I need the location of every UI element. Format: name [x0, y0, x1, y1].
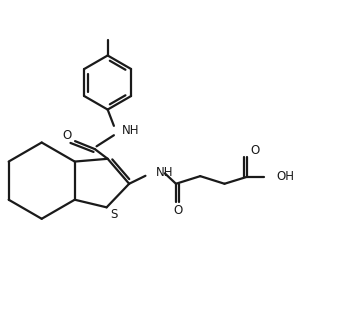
Text: O: O [62, 130, 72, 142]
Text: O: O [251, 144, 260, 157]
Text: O: O [173, 204, 182, 217]
Text: OH: OH [276, 170, 294, 183]
Text: NH: NH [121, 124, 139, 137]
Text: NH: NH [156, 166, 173, 179]
Text: S: S [110, 209, 118, 221]
